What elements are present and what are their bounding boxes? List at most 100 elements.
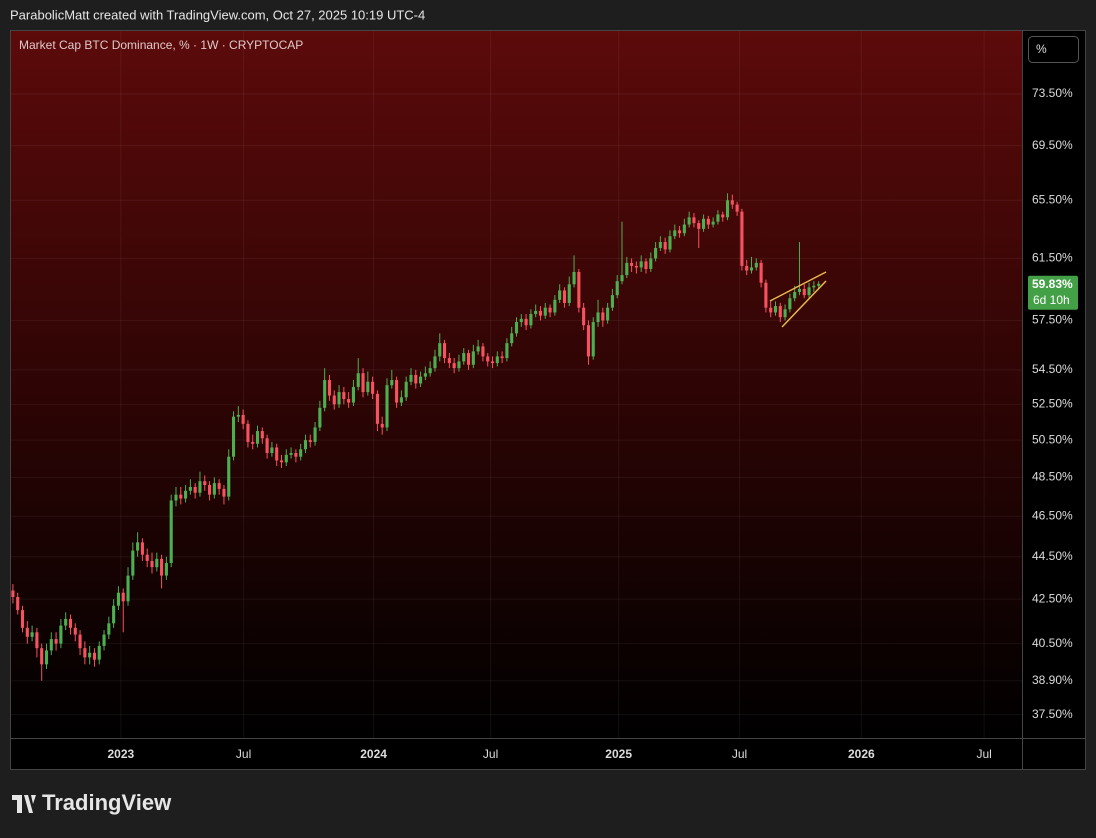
candle-body [634,265,638,268]
candle-body [337,392,341,405]
y-tick-label: 48.50% [1032,470,1073,484]
candle-body [644,261,648,269]
candle-body [433,356,437,369]
candle-body [817,283,821,286]
candle-body [356,373,360,387]
candle-body [30,632,34,637]
candle-body [399,397,403,403]
candle-body [711,221,715,225]
candle-body [390,380,394,386]
candle-body [582,307,586,326]
candle-body [375,393,379,424]
candle-body [548,307,552,313]
candle-body [577,272,581,308]
x-tick-label: Jul [976,747,991,761]
candle-body [538,310,543,316]
y-tick-label: 69.50% [1032,138,1073,152]
candle-body [663,242,667,250]
candle-body [207,485,212,495]
candle-body [438,343,442,357]
candle-body [807,287,811,296]
candle-body [385,385,389,428]
candle-body [54,639,58,644]
candle-body [769,307,773,313]
candle-body [351,386,355,403]
candle-body [294,453,298,457]
candle-body [11,590,15,598]
x-tick-label: Jul [483,747,498,761]
last-price-marker [1028,275,1078,310]
candle-body [447,358,451,364]
candle-body [203,481,207,486]
candle-body [658,242,662,248]
x-tick-label: 2023 [107,747,134,761]
scale-button-label[interactable]: % [1036,42,1047,56]
candle-body [754,262,758,268]
candle-body [673,230,677,237]
plot-background [11,31,1022,738]
wedge-drawing [769,271,827,328]
candle-body [116,592,120,606]
candle-body [481,346,485,357]
candle-body [457,361,461,369]
candle-body [303,440,308,450]
candle-body [505,343,509,359]
candle-body [49,639,53,651]
candle-body [534,310,538,315]
candle-body [793,291,797,299]
candle-body [107,623,111,635]
candle-body [231,416,236,457]
candle-body [246,423,250,442]
candle-body [543,307,547,316]
candle-body [562,290,567,303]
candle-body [20,610,25,628]
candle-body [668,236,672,250]
candle-body [476,346,480,352]
wedge-upper-line [769,271,827,302]
candle-body [88,652,92,658]
y-tick-label: 52.50% [1032,396,1073,410]
candle-body [797,288,802,292]
candle-body [773,306,778,313]
scale-button[interactable] [1028,36,1079,63]
candle-body [73,627,77,635]
candle-body [725,200,730,218]
candle-body [174,494,178,501]
candle-body [212,483,216,495]
candle-body [606,307,610,321]
candle-body [639,261,643,268]
y-tick-label: 37.50% [1032,707,1073,721]
candle-body [92,652,97,660]
y-tick-label: 57.50% [1032,313,1073,327]
candle-body [136,542,140,551]
candle-body [706,218,710,225]
candle-body [788,298,792,310]
y-tick-label: 38.90% [1032,673,1073,687]
candle-body [735,204,739,212]
candle-body [567,284,571,303]
candle-body [687,217,691,225]
candle-body [529,314,533,326]
candle-body [241,414,245,424]
candle-body [495,356,499,364]
x-tick-label: 2025 [605,747,632,761]
candle-body [395,380,399,403]
footer-logo: TradingView [12,790,172,815]
candle-body [745,265,749,271]
candle-body [380,423,384,428]
candle-body [78,634,82,649]
candle-body [25,627,29,637]
candle-body [764,282,768,308]
candle-body [299,449,303,457]
candle-body [16,597,20,611]
candle-body [188,486,192,491]
candle-body [783,309,787,318]
candle-body [586,325,590,357]
candle-body [169,500,173,564]
candle-body [630,262,634,266]
candle-body [490,361,495,364]
candle-body [730,200,734,205]
candle-body [308,440,312,442]
y-tick-label: 61.50% [1032,251,1073,265]
